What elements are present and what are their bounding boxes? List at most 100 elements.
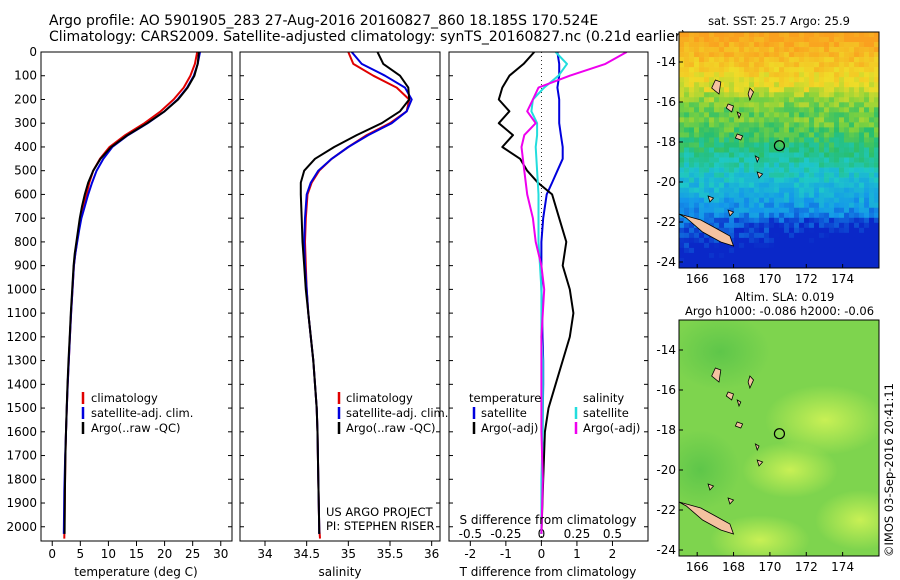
sst-cell (774, 197, 780, 204)
sst-cell (739, 192, 745, 198)
sst-cell (819, 82, 825, 88)
sst-cell (864, 87, 870, 93)
sst-cell (749, 137, 755, 143)
sst-cell (774, 82, 780, 88)
sst-cell (829, 97, 835, 103)
sst-cell (704, 137, 710, 143)
sst-cell (679, 77, 685, 83)
sst-cell (874, 67, 879, 73)
sst-cell (694, 112, 700, 118)
sla-ytick-label: -22 (656, 503, 676, 517)
sst-cell (729, 172, 735, 178)
sst-cell (699, 242, 705, 249)
sst-cell (834, 92, 840, 98)
sst-cell (729, 227, 735, 234)
sst-cell (819, 237, 825, 244)
sst-cell (814, 202, 820, 209)
sst-cell (839, 47, 845, 53)
sla-blob-2 (765, 385, 879, 455)
temperature-panel: 0100200300400500600700800900100011001200… (6, 45, 233, 579)
sst-cell (764, 127, 770, 133)
difference-legend-s-satellite: satellite (583, 406, 629, 420)
sst-cell (719, 187, 725, 193)
sst-cell (819, 182, 825, 188)
sst-cell (704, 82, 710, 88)
sst-cell (834, 107, 840, 113)
sst-cell (689, 227, 695, 234)
sst-cell (704, 142, 710, 148)
sst-cell (689, 212, 695, 219)
sst-cell (714, 52, 720, 58)
sst-cell (804, 32, 810, 38)
sst-cell (789, 42, 795, 48)
sst-cell (849, 262, 855, 268)
sst-cell (799, 237, 805, 244)
sst-cell (684, 202, 690, 209)
sst-cell (844, 157, 850, 163)
difference-xtick-label: 1 (573, 547, 581, 561)
sst-cell (699, 47, 705, 53)
sst-cell (804, 217, 810, 224)
difference-plot-frame (448, 51, 649, 542)
sst-cell (679, 132, 685, 138)
sst-cell (864, 152, 870, 158)
sla-coastlines (679, 367, 764, 535)
sst-cell (799, 187, 805, 193)
sst-cell (834, 187, 840, 193)
sst-cell (849, 152, 855, 158)
sst-cell (749, 247, 755, 254)
sst-cell (729, 152, 735, 158)
sst-cell (709, 187, 715, 193)
sst-cell (859, 127, 865, 133)
sst-cell (784, 242, 790, 249)
sst-cell (734, 107, 740, 113)
sst-cell (679, 147, 685, 153)
sst-cell (869, 257, 875, 264)
sst-ytick-label: -14 (656, 55, 676, 69)
sst-cell (784, 162, 790, 168)
sst-cell (849, 127, 855, 133)
sst-cell (859, 97, 865, 103)
sst-cell (834, 97, 840, 103)
sst-cell (799, 257, 805, 264)
sst-cell (859, 177, 865, 183)
sst-cell (714, 187, 720, 193)
sst-island (747, 87, 754, 102)
sst-cell (844, 207, 850, 214)
sst-cell (839, 137, 845, 143)
sst-cell (849, 157, 855, 163)
sst-cell (789, 77, 795, 83)
sst-cell (854, 97, 860, 103)
sst-cell (864, 82, 870, 88)
sst-cell (764, 192, 770, 198)
sst-cell (784, 202, 790, 209)
difference-stick-label: 0.25 (564, 527, 591, 541)
sst-cell (794, 52, 800, 58)
sst-cell (859, 87, 865, 93)
sst-cell (839, 102, 845, 108)
sla-blob-4 (815, 490, 879, 550)
sst-cell (829, 62, 835, 68)
sst-cell (689, 137, 695, 143)
sst-cell (784, 142, 790, 148)
sst-cell (824, 67, 830, 73)
sst-cell (764, 217, 770, 224)
sst-cell (844, 237, 850, 244)
sst-cell (859, 122, 865, 128)
sst-cell (694, 32, 700, 38)
sst-cell (739, 122, 745, 128)
sst-cell (864, 42, 870, 48)
sst-cell (729, 92, 735, 98)
sst-cell (844, 257, 850, 264)
sst-cell (749, 37, 755, 43)
sst-cell (714, 202, 720, 209)
sst-cell (719, 167, 725, 173)
sst-cell (869, 162, 875, 168)
sst-cell (844, 172, 850, 178)
sst-cell (724, 207, 730, 214)
sst-cell (739, 62, 745, 68)
sst-cell (769, 192, 775, 198)
sst-cell (864, 207, 870, 214)
sst-cell (749, 147, 755, 153)
sst-cell (829, 202, 835, 209)
